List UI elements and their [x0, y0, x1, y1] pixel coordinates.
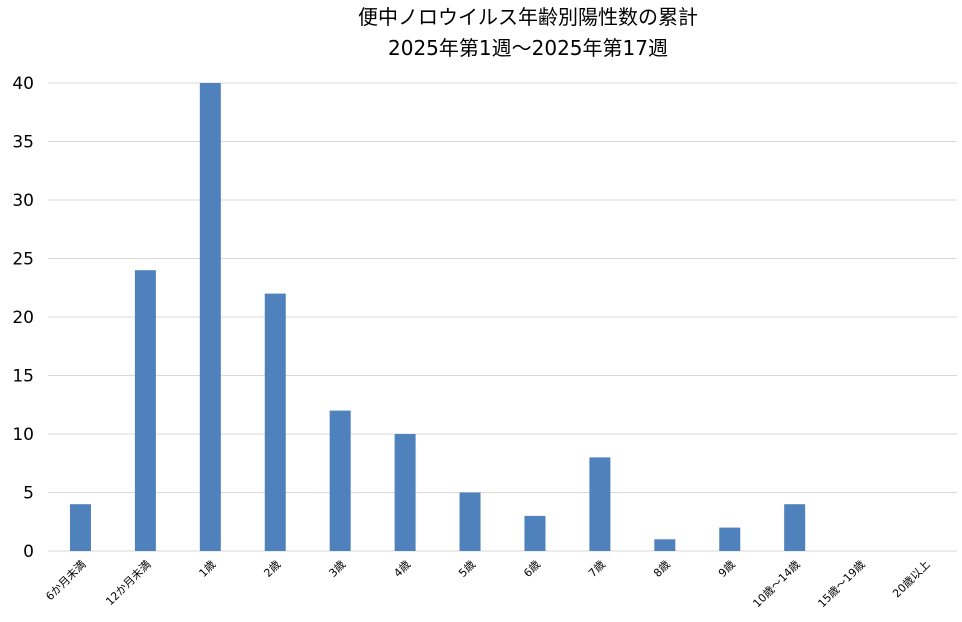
bar-2 [134, 270, 156, 551]
bar-9 [589, 457, 611, 551]
x-axis-ticks: 6か月未満 12か月未満 1歳 2歳 3歳 4歳 5歳 6歳 7歳 8歳 9歳 10歳～14歳 15歳～… [43, 558, 932, 610]
x-tick-label: 4歳 [391, 558, 413, 580]
y-tick-label: 25 [12, 250, 34, 270]
y-tick-label: 10 [12, 425, 34, 445]
chart-subtitle: 2025年第1週～2025年第17週 [388, 36, 668, 60]
x-tick-label: 6歳 [521, 558, 543, 580]
bars [69, 83, 806, 551]
bar-5 [329, 410, 351, 551]
bar-12 [784, 504, 806, 551]
x-tick-label: 12か月未満 [103, 558, 153, 608]
bar-7 [459, 492, 481, 551]
y-tick-label: 20 [12, 308, 34, 328]
y-tick-label: 0 [23, 542, 34, 562]
bar-10 [654, 539, 676, 551]
x-tick-label: 8歳 [651, 558, 673, 580]
y-tick-label: 15 [12, 367, 34, 387]
y-tick-label: 35 [12, 133, 34, 153]
x-tick-label: 7歳 [586, 558, 608, 580]
x-tick-label: 1歳 [197, 558, 219, 580]
bar-6 [394, 434, 416, 551]
y-axis-ticks: 0 5 10 15 20 25 30 35 40 [12, 74, 34, 562]
x-tick-label: 3歳 [326, 558, 348, 580]
x-tick-label: 2歳 [261, 558, 283, 580]
gridlines [48, 82, 957, 552]
y-tick-label: 40 [12, 74, 34, 94]
x-tick-label: 10歳～14歳 [750, 558, 802, 610]
chart-title: 便中ノロウイルス年齢別陽性数の累計 [358, 5, 698, 29]
y-tick-label: 5 [23, 484, 34, 504]
x-tick-label: 5歳 [456, 558, 478, 580]
bar-11 [719, 527, 741, 551]
bar-8 [524, 515, 546, 551]
bar-3 [199, 83, 221, 551]
bar-4 [264, 293, 286, 551]
x-tick-label: 6か月未満 [43, 558, 88, 603]
bar-1 [69, 504, 91, 551]
x-tick-label: 9歳 [716, 558, 738, 580]
x-tick-label: 20歳以上 [890, 558, 932, 600]
y-tick-label: 30 [12, 191, 34, 211]
x-tick-label: 15歳～19歳 [815, 558, 867, 610]
